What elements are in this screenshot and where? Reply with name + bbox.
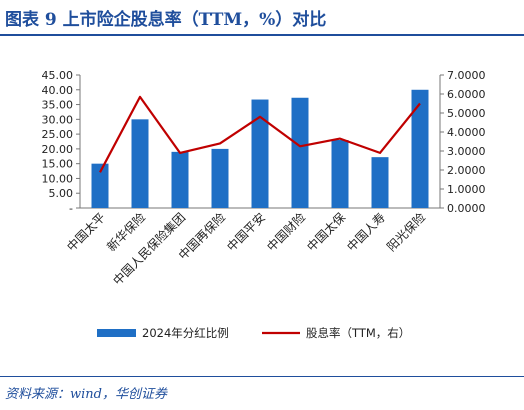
y-tick-label-right: 5.0000 <box>447 107 486 120</box>
x-tick-label: 阳光保险 <box>384 210 429 255</box>
y-tick-label-left: 30.00 <box>42 113 74 126</box>
y-tick-label-right: 6.0000 <box>447 88 486 101</box>
legend-bar-swatch <box>97 329 136 337</box>
y-tick-label-right: 2.0000 <box>447 164 486 177</box>
bar-1 <box>91 163 109 208</box>
bar-3 <box>171 151 189 208</box>
x-tick-label: 中国太保 <box>304 210 349 255</box>
bar-5 <box>251 99 269 208</box>
bar-2 <box>131 119 149 208</box>
y-tick-label-left: - <box>69 202 73 215</box>
x-tick-label: 中国人寿 <box>344 210 389 255</box>
x-tick-label: 中国太平 <box>64 210 109 255</box>
y-tick-label-left: 15.00 <box>42 158 74 171</box>
y-tick-label-left: 35.00 <box>42 99 74 112</box>
title-divider <box>0 34 524 36</box>
y-tick-label-left: 25.00 <box>42 128 74 141</box>
x-tick-label: 中国人民保险集团 <box>110 210 188 288</box>
bar-6 <box>291 97 309 208</box>
bar-9 <box>411 89 429 208</box>
bar-7 <box>331 140 349 208</box>
legend-line-label: 股息率（TTM，右） <box>306 326 410 340</box>
x-tick-label: 中国平安 <box>224 210 269 255</box>
y-tick-label-left: 20.00 <box>42 143 74 156</box>
y-tick-label-right: 0.0000 <box>447 202 486 215</box>
y-tick-label-left: 40.00 <box>42 84 74 97</box>
y-tick-label-right: 4.0000 <box>447 126 486 139</box>
y-tick-label-left: 10.00 <box>42 172 74 185</box>
bar-8 <box>371 157 389 208</box>
dividend-yield-line <box>99 95 421 173</box>
bar-4 <box>211 148 229 208</box>
y-tick-label-right: 3.0000 <box>447 145 486 158</box>
y-tick-label-right: 7.0000 <box>447 69 486 82</box>
source-note: 资料来源：wind，华创证券 <box>5 387 167 402</box>
y-tick-label-left: 5.00 <box>49 187 74 200</box>
chart-title: 图表 9 上市险企股息率（TTM，%）对比 <box>5 10 327 30</box>
y-tick-label-left: 45.00 <box>42 69 74 82</box>
y-tick-label-right: 1.0000 <box>447 183 486 196</box>
x-tick-label: 中国财险 <box>264 210 309 255</box>
source-divider <box>0 376 524 377</box>
legend-bar-label: 2024年分红比例 <box>142 326 229 340</box>
